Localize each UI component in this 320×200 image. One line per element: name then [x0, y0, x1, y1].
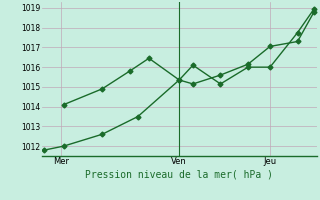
- X-axis label: Pression niveau de la mer( hPa ): Pression niveau de la mer( hPa ): [85, 169, 273, 179]
